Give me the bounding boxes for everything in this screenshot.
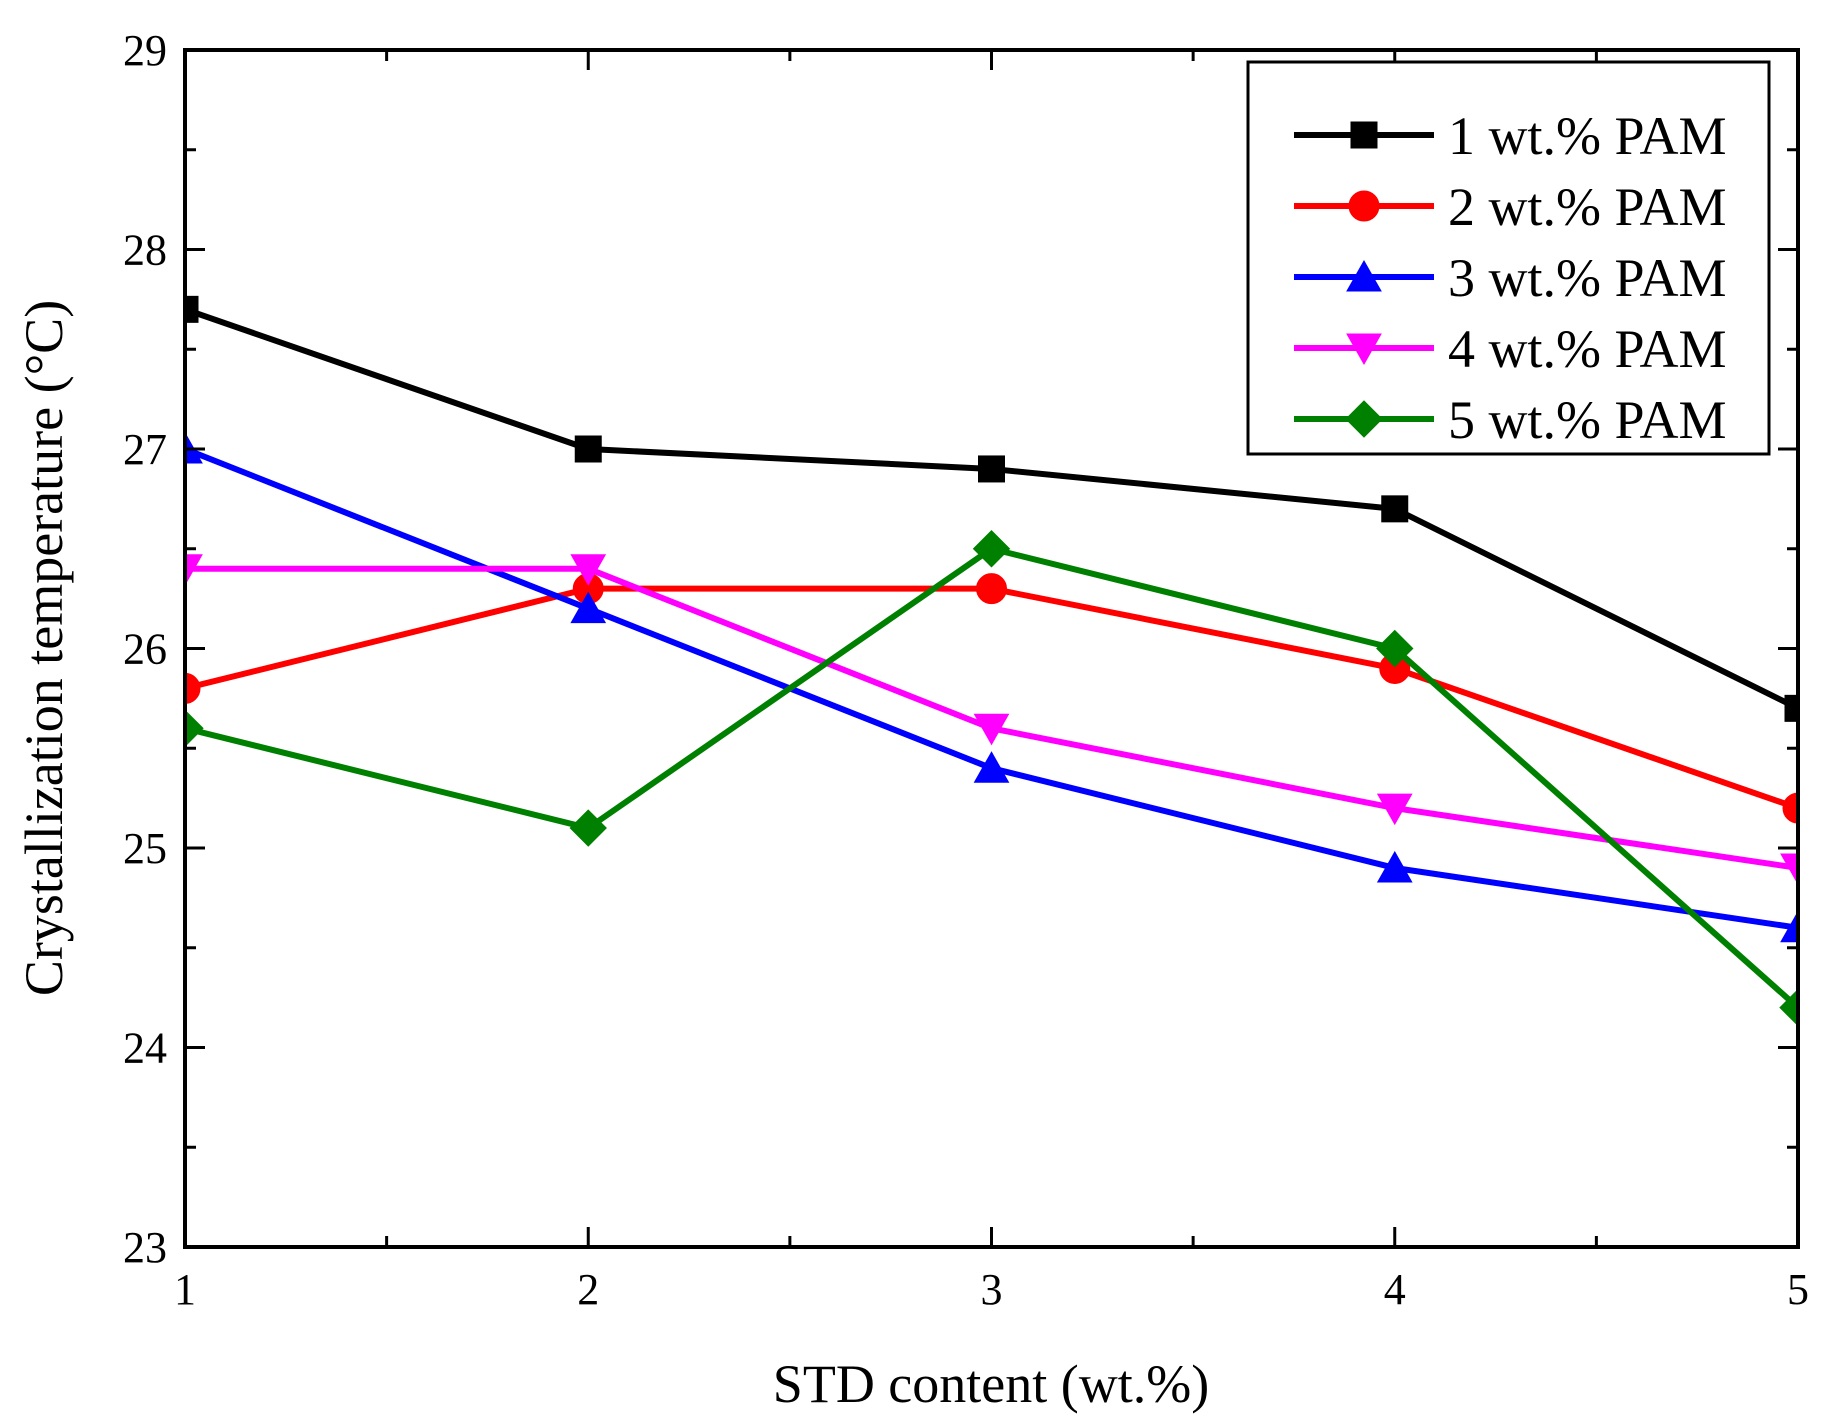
data-point — [1376, 850, 1413, 883]
data-point — [1782, 792, 1798, 824]
legend-marker — [1350, 121, 1378, 149]
data-point — [978, 455, 1005, 483]
data-point — [185, 709, 204, 748]
data-point — [570, 591, 607, 624]
x-tick-label: 5 — [1787, 1265, 1809, 1314]
data-point — [1780, 910, 1798, 943]
legend-frame — [1246, 60, 1771, 456]
legend-entry: 3 wt.% PAM — [1294, 248, 1727, 308]
series-1 — [185, 295, 1798, 722]
legend-entry: 1 wt.% PAM — [1294, 106, 1727, 166]
data-point — [1381, 495, 1409, 523]
series-4 — [185, 554, 1798, 885]
data-point — [972, 530, 1011, 568]
legend-entry: 4 wt.% PAM — [1294, 319, 1727, 379]
y-tick-label: 26 — [123, 625, 167, 674]
y-tick-label: 28 — [123, 226, 167, 275]
legend-entry: 2 wt.% PAM — [1294, 177, 1727, 237]
y-tick-label: 27 — [123, 425, 167, 474]
legend-label: 4 wt.% PAM — [1448, 319, 1727, 379]
legend-marker — [1346, 333, 1382, 366]
x-tick-label: 4 — [1384, 1265, 1406, 1314]
legend-label: 5 wt.% PAM — [1448, 390, 1727, 450]
legend-marker — [1346, 259, 1382, 292]
legend-marker — [1348, 190, 1380, 222]
legend-entry: 5 wt.% PAM — [1294, 390, 1727, 450]
y-tick-label: 24 — [123, 1024, 167, 1073]
data-point — [1376, 629, 1414, 668]
data-point — [973, 713, 1010, 746]
x-axis-label: STD content (wt.%) — [773, 1354, 1209, 1414]
data-point — [1784, 694, 1798, 722]
y-tick-label: 29 — [123, 26, 167, 75]
legend-label: 1 wt.% PAM — [1448, 106, 1727, 166]
data-point — [570, 554, 607, 586]
legend-label: 2 wt.% PAM — [1448, 177, 1727, 237]
x-tick-label: 3 — [981, 1265, 1003, 1314]
series-3 — [185, 431, 1798, 943]
data-point — [1780, 853, 1798, 885]
data-point — [185, 295, 199, 323]
x-tick-label: 1 — [174, 1265, 196, 1314]
legend-label: 3 wt.% PAM — [1448, 248, 1727, 308]
series-5 — [185, 530, 1798, 1027]
data-point — [569, 809, 607, 847]
data-point — [185, 554, 203, 586]
legend: 1 wt.% PAM 2 wt.% PAM 3 wt.% PAM 4 wt.% PAM… — [1246, 60, 1771, 456]
data-point — [185, 672, 201, 704]
y-tick-label: 25 — [123, 824, 167, 873]
legend-marker — [1345, 400, 1383, 438]
y-axis-label: Crystallization temperature (°C) — [14, 300, 74, 996]
data-point — [574, 435, 602, 463]
data-point — [973, 751, 1010, 783]
data-point — [1779, 988, 1798, 1027]
series-line — [185, 446, 1798, 931]
x-tick-label: 2 — [577, 1265, 599, 1314]
y-tick-label: 23 — [123, 1223, 167, 1272]
data-point — [1376, 793, 1413, 826]
series-2 — [185, 573, 1798, 824]
data-point — [976, 573, 1007, 605]
